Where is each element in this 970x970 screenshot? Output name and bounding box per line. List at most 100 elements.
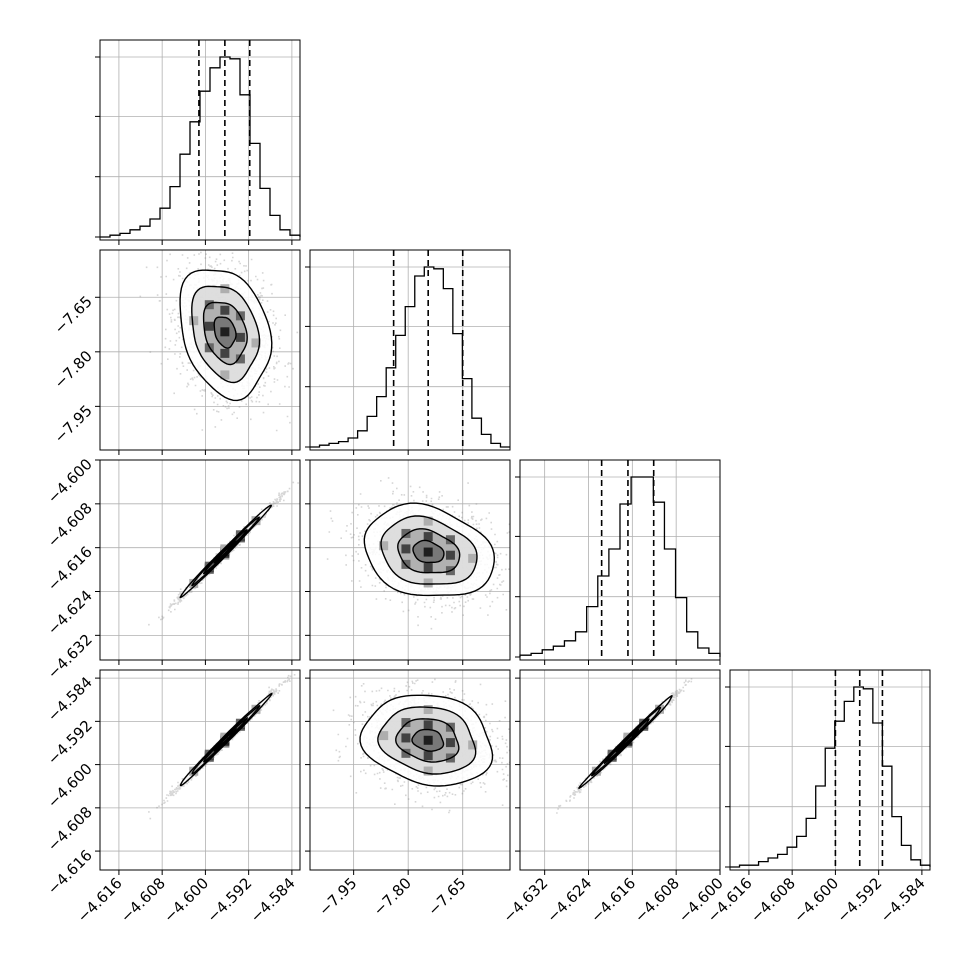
y-tick-label: −4.592	[44, 716, 96, 768]
density-bin	[423, 547, 433, 557]
density-bin	[379, 541, 389, 551]
x-tick-label: −4.616	[74, 874, 126, 926]
contour-line	[203, 717, 248, 763]
x-tick-label: −4.600	[790, 874, 842, 926]
contour-line	[213, 540, 237, 565]
histogram-step	[310, 266, 510, 448]
contour-line	[202, 301, 248, 366]
scatter-panel-3-4	[556, 678, 693, 814]
contour-line	[203, 529, 248, 575]
density-bin	[401, 544, 411, 554]
y-tick-label: −4.624	[44, 587, 96, 639]
histogram-1	[95, 39, 301, 241]
panel-frame	[99, 459, 301, 661]
contour-line	[615, 728, 640, 753]
density-bins	[379, 516, 478, 588]
grid-lines	[520, 460, 721, 660]
scatter-panel-1-2	[139, 251, 299, 432]
density-bin	[423, 766, 433, 776]
y-tick-label: −7.80	[51, 347, 96, 392]
density-bin	[251, 704, 261, 714]
density-bin	[401, 528, 411, 538]
grid-lines	[310, 250, 510, 450]
density-bin	[445, 738, 455, 748]
contour-line	[395, 718, 460, 763]
density-bin	[423, 532, 433, 542]
x-tick-label: −4.632	[500, 874, 552, 926]
scatter-panel-2-4	[332, 678, 510, 814]
density-bin	[423, 704, 433, 714]
density-bin	[235, 354, 245, 364]
scatter-panel-2-3	[326, 477, 510, 630]
density-bin	[379, 731, 389, 741]
density-bin	[445, 550, 455, 560]
density-bin	[220, 305, 230, 315]
panel-frame	[309, 249, 511, 451]
contour-line	[380, 515, 478, 585]
panel-frame	[519, 669, 721, 871]
x-tick-label: −4.608	[117, 874, 169, 926]
density-bin	[220, 370, 230, 380]
histogram-step	[100, 56, 301, 238]
y-tick-label: −4.608	[44, 499, 96, 551]
x-tick-label: −4.608	[747, 874, 799, 926]
contour-line	[179, 269, 273, 402]
histogram-3	[515, 459, 721, 661]
contour-line	[359, 694, 494, 787]
x-tick-label: −7.95	[315, 874, 360, 919]
histogram-2	[305, 249, 511, 451]
panel-frame	[729, 669, 931, 871]
contour-line	[412, 539, 445, 564]
x-tick-label: −7.80	[370, 874, 415, 919]
density-bin	[251, 516, 261, 526]
contour-line	[578, 695, 673, 790]
grid-lines	[520, 670, 721, 870]
contour-line	[213, 727, 237, 752]
x-tick-label: −4.600	[160, 874, 212, 926]
contour-line	[179, 692, 273, 787]
contour-line	[397, 528, 461, 574]
density-bin	[445, 535, 455, 545]
scatter-panel-1-4	[148, 674, 296, 820]
contour-line	[191, 516, 260, 587]
contour-line	[179, 504, 273, 599]
density-bin	[220, 348, 230, 358]
panel-frame	[99, 249, 301, 451]
contour-line	[363, 502, 496, 597]
panel-frame	[519, 459, 721, 661]
grid-lines	[730, 670, 930, 870]
density-bin	[423, 751, 433, 761]
density-bin	[468, 553, 478, 563]
density-bin	[401, 748, 411, 758]
density-bin	[423, 720, 433, 730]
contour-line	[590, 706, 662, 777]
grid-lines	[100, 40, 300, 240]
density-bin	[189, 316, 199, 326]
panel-frame	[99, 39, 301, 241]
density-bin	[251, 338, 261, 348]
x-tick-label: −4.592	[203, 874, 255, 926]
x-tick-label: −7.65	[424, 874, 469, 919]
density-bin	[423, 735, 433, 745]
density-bin	[401, 733, 411, 743]
density-bin	[204, 321, 214, 331]
contour-line	[213, 316, 237, 349]
x-tick-label: −4.608	[631, 874, 683, 926]
histogram-4	[725, 669, 931, 871]
x-tick-label: −4.624	[543, 874, 595, 926]
density-bin	[423, 516, 433, 526]
density-bin	[220, 327, 230, 337]
density-bin	[401, 718, 411, 728]
x-tick-label: −4.584	[877, 874, 929, 926]
y-tick-label: −4.632	[44, 630, 96, 682]
density-bin	[235, 332, 245, 342]
y-tick-label: −4.600	[44, 760, 96, 812]
y-tick-label: −4.600	[44, 455, 96, 507]
x-tick-label: −4.616	[587, 874, 639, 926]
y-tick-label: −7.65	[51, 292, 96, 337]
contour-line	[191, 285, 261, 384]
histogram-step	[519, 476, 721, 657]
density-bin	[204, 300, 214, 310]
x-tick-label: −4.592	[833, 874, 885, 926]
